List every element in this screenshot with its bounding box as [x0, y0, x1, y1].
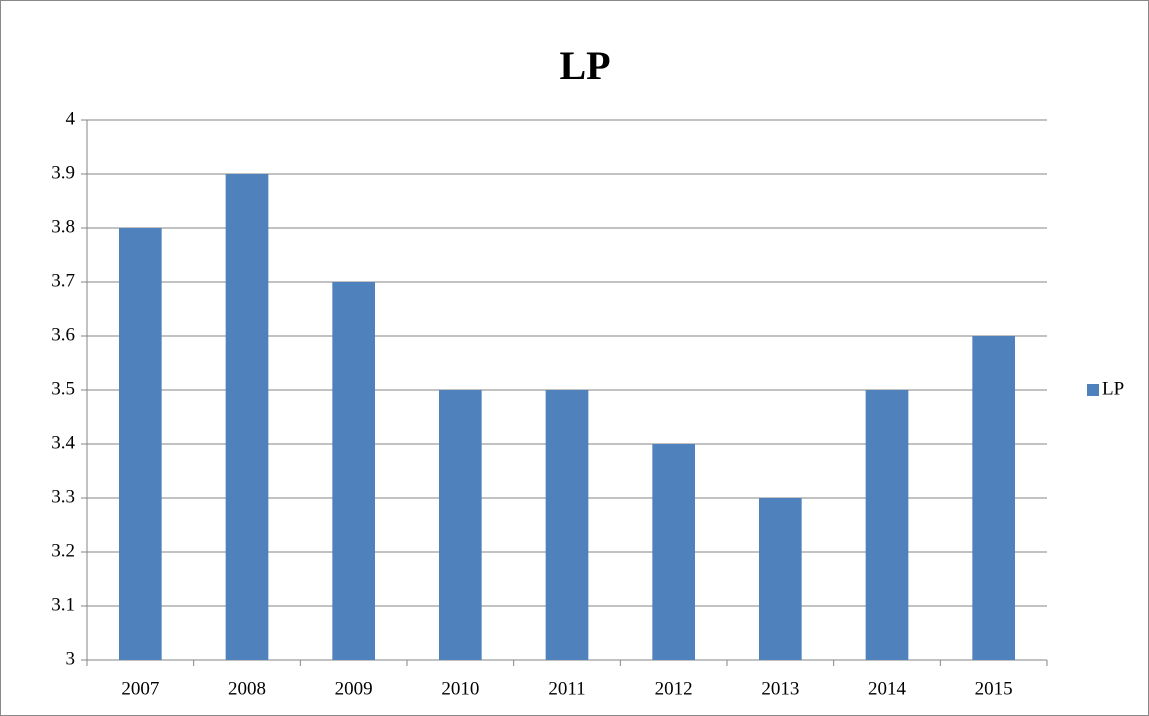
x-tick-label: 2009	[335, 678, 373, 699]
y-tick-label: 3.3	[51, 486, 75, 507]
legend-label: LP	[1102, 378, 1124, 399]
y-tick-label: 3.7	[51, 270, 75, 291]
y-tick-label: 3.1	[51, 594, 75, 615]
chart-title: LP	[559, 43, 610, 88]
y-tick-label: 3.8	[51, 216, 75, 237]
bar	[865, 390, 909, 660]
x-tick-label: 2013	[761, 678, 799, 699]
bar	[332, 282, 375, 660]
legend-swatch	[1087, 384, 1099, 396]
bar	[439, 390, 482, 660]
x-tick-label: 2010	[441, 678, 479, 699]
bar	[652, 444, 695, 660]
bar	[119, 228, 162, 660]
y-tick-label: 3.5	[51, 378, 75, 399]
y-tick-label: 3.6	[51, 324, 75, 345]
y-tick-label: 3.2	[51, 540, 75, 561]
x-tick-label: 2007	[121, 678, 159, 699]
bar	[972, 336, 1015, 660]
x-tick-label: 2014	[868, 678, 907, 699]
bar	[545, 390, 589, 660]
y-tick-label: 3.9	[51, 162, 75, 183]
x-tick-label: 2015	[975, 678, 1013, 699]
x-tick-label: 2012	[655, 678, 693, 699]
y-tick-label: 3.4	[51, 432, 75, 453]
y-tick-label: 4	[66, 108, 76, 129]
y-tick-label: 3	[66, 648, 76, 669]
bar	[225, 174, 269, 660]
bar	[759, 498, 802, 660]
x-tick-label: 2008	[228, 678, 266, 699]
x-tick-label: 2011	[548, 678, 585, 699]
